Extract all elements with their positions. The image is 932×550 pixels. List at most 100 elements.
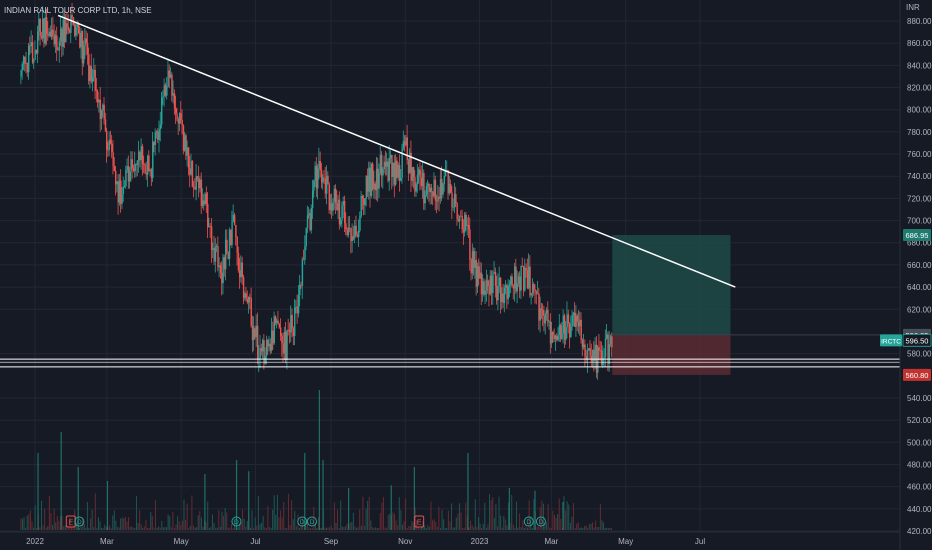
volume-bar bbox=[528, 500, 530, 530]
candle-body bbox=[68, 30, 71, 33]
candle-body bbox=[45, 17, 48, 34]
volume-bar bbox=[451, 503, 453, 530]
volume-bar bbox=[131, 526, 133, 530]
candle-body bbox=[74, 24, 76, 36]
price-label-text: 560.80 bbox=[906, 371, 929, 380]
candle-body bbox=[122, 186, 125, 195]
candle-body bbox=[387, 161, 389, 181]
candle-body bbox=[475, 259, 478, 287]
volume-bar bbox=[482, 523, 484, 530]
chart-title: INDIAN RAIL TOUR CORP LTD, 1h, NSE bbox=[4, 6, 152, 15]
volume-bar bbox=[593, 527, 595, 530]
candle-body bbox=[61, 28, 63, 47]
candle-body bbox=[253, 328, 255, 341]
candle-body bbox=[535, 291, 538, 294]
volume-bar bbox=[447, 510, 449, 530]
volume-bar bbox=[113, 510, 115, 530]
candle-body bbox=[600, 350, 603, 366]
volume-bar bbox=[598, 527, 600, 530]
volume-bar bbox=[47, 526, 49, 530]
candle-body bbox=[389, 154, 392, 158]
candle-body bbox=[337, 199, 339, 211]
volume-bar bbox=[120, 518, 122, 530]
volume-bar bbox=[192, 525, 194, 530]
candle-body bbox=[173, 93, 176, 109]
candle-body bbox=[593, 349, 595, 361]
candle-body bbox=[350, 227, 352, 242]
volume-bar bbox=[183, 499, 185, 530]
volume-bar bbox=[291, 500, 293, 530]
volume-bar bbox=[91, 509, 93, 530]
volume-bar bbox=[313, 506, 315, 530]
candle-body bbox=[366, 175, 369, 192]
candle-body bbox=[230, 229, 232, 246]
candle-body bbox=[512, 286, 515, 289]
candle-body bbox=[256, 325, 259, 360]
candle-body bbox=[239, 270, 241, 278]
target-zone bbox=[612, 235, 731, 335]
volume-bar bbox=[481, 528, 483, 530]
candle-body bbox=[556, 335, 558, 341]
price-axis[interactable] bbox=[900, 0, 932, 550]
volume-bar bbox=[200, 517, 202, 530]
candle-body bbox=[21, 63, 24, 71]
candle-body bbox=[602, 357, 604, 366]
volume-bar bbox=[135, 496, 137, 530]
volume-bar bbox=[498, 496, 500, 530]
candle-body bbox=[428, 184, 430, 193]
volume-bar bbox=[305, 520, 307, 530]
volume-bar bbox=[96, 527, 98, 530]
volume-bar bbox=[444, 527, 446, 530]
position-zones[interactable] bbox=[612, 235, 900, 375]
candle-body bbox=[370, 163, 373, 197]
candle-body bbox=[418, 169, 420, 175]
volume-bar bbox=[31, 521, 33, 530]
volume-bar bbox=[224, 508, 226, 530]
candle-body bbox=[407, 160, 410, 173]
dividend-marker-label: D bbox=[539, 519, 544, 526]
candle-body bbox=[233, 214, 236, 226]
candle-body bbox=[320, 170, 323, 183]
volume-bar bbox=[546, 522, 548, 530]
volume-bar bbox=[287, 493, 289, 530]
drawings[interactable] bbox=[0, 14, 900, 368]
candle-body bbox=[90, 66, 93, 82]
candle-body bbox=[334, 188, 337, 204]
volume-bar bbox=[97, 517, 99, 530]
candle-body bbox=[204, 193, 206, 205]
volume-bar bbox=[213, 522, 215, 530]
candle-body bbox=[507, 285, 510, 299]
volume-bar bbox=[254, 517, 256, 530]
candle-body bbox=[103, 104, 105, 120]
volume-bar bbox=[580, 527, 582, 530]
candle-body bbox=[235, 225, 237, 237]
candle-body bbox=[245, 293, 247, 299]
time-axis[interactable] bbox=[0, 532, 900, 550]
candle-body bbox=[65, 23, 67, 43]
volume-bar bbox=[20, 518, 22, 530]
candle-body bbox=[469, 229, 471, 260]
candle-body bbox=[433, 179, 435, 197]
volume-bar bbox=[343, 527, 345, 530]
volume-bar bbox=[105, 526, 107, 530]
volume-bar bbox=[509, 523, 511, 530]
candle-body bbox=[67, 26, 70, 31]
volume-bar bbox=[346, 523, 348, 530]
candle-body bbox=[85, 38, 88, 44]
volume-bar bbox=[458, 503, 460, 530]
volume-bar bbox=[408, 526, 410, 530]
candle-body bbox=[531, 284, 534, 294]
volume-bar bbox=[610, 527, 612, 530]
volume-bar bbox=[115, 520, 117, 530]
candle-body bbox=[476, 266, 479, 287]
candle-body bbox=[34, 50, 36, 60]
candle-body bbox=[539, 308, 541, 321]
volume-bar bbox=[341, 526, 343, 530]
grid bbox=[0, 0, 900, 532]
volume-bar bbox=[446, 527, 448, 530]
volume-bar bbox=[232, 527, 234, 530]
volume-spike bbox=[204, 474, 206, 530]
